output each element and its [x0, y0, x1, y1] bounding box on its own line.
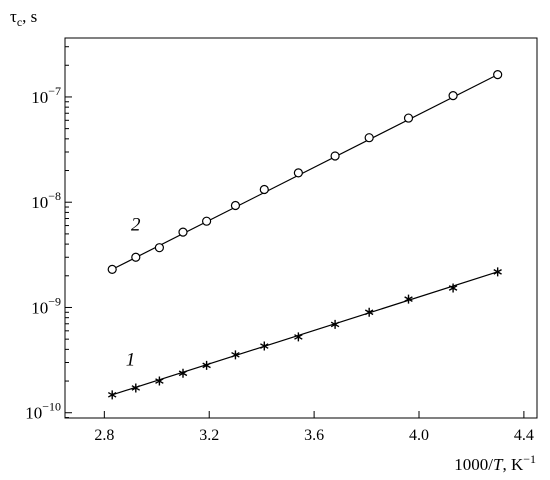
data-point — [202, 360, 211, 370]
x-axis-label: 1000/T, K−1 — [454, 452, 536, 474]
data-point — [154, 243, 164, 253]
data-point — [404, 294, 413, 304]
x-tick-label: 2.8 — [94, 427, 114, 444]
data-point — [230, 200, 241, 211]
y-axis-label: τc, s — [10, 7, 37, 29]
x-tick-label: 3.6 — [304, 427, 324, 444]
data-point — [364, 307, 374, 317]
x-tick-label: 3.2 — [199, 427, 219, 444]
data-point — [107, 390, 117, 400]
data-point — [493, 267, 502, 277]
data-point — [259, 184, 269, 195]
y-tick-label: 10−7 — [31, 84, 61, 107]
x-tick-label: 4.0 — [409, 427, 429, 444]
data-point — [403, 113, 414, 123]
data-point — [448, 283, 458, 293]
data-points — [107, 70, 503, 400]
y-tick-label: 10−9 — [31, 294, 61, 317]
data-point — [231, 350, 240, 360]
data-point — [330, 151, 340, 161]
data-point — [493, 70, 503, 80]
data-point — [294, 332, 303, 342]
data-point — [448, 90, 458, 101]
data-point — [364, 133, 374, 143]
series-label: 1 — [126, 349, 136, 370]
series-label: 2 — [131, 215, 141, 236]
x-tick-label: 4.4 — [514, 427, 534, 444]
plot-frame — [64, 37, 538, 419]
data-point — [178, 227, 188, 237]
data-point — [293, 168, 303, 178]
data-point — [107, 264, 117, 274]
data-point — [202, 216, 212, 226]
fit-line — [111, 74, 498, 270]
series-labels: 12 — [126, 215, 141, 371]
x-ticks: 2.8 3.2 3.6 4.0 4.4 — [94, 411, 534, 444]
fit-lines — [111, 74, 498, 396]
data-point — [178, 368, 188, 378]
data-point — [131, 383, 141, 393]
y-ticks: 10−10 10−9 10−8 10−7 — [25, 46, 72, 423]
data-point — [260, 341, 269, 351]
data-point — [155, 376, 164, 386]
fit-line — [112, 271, 498, 396]
y-tick-label: 10−8 — [31, 189, 61, 212]
data-point — [330, 319, 340, 329]
data-point — [131, 252, 141, 262]
y-tick-label: 10−10 — [25, 400, 61, 423]
